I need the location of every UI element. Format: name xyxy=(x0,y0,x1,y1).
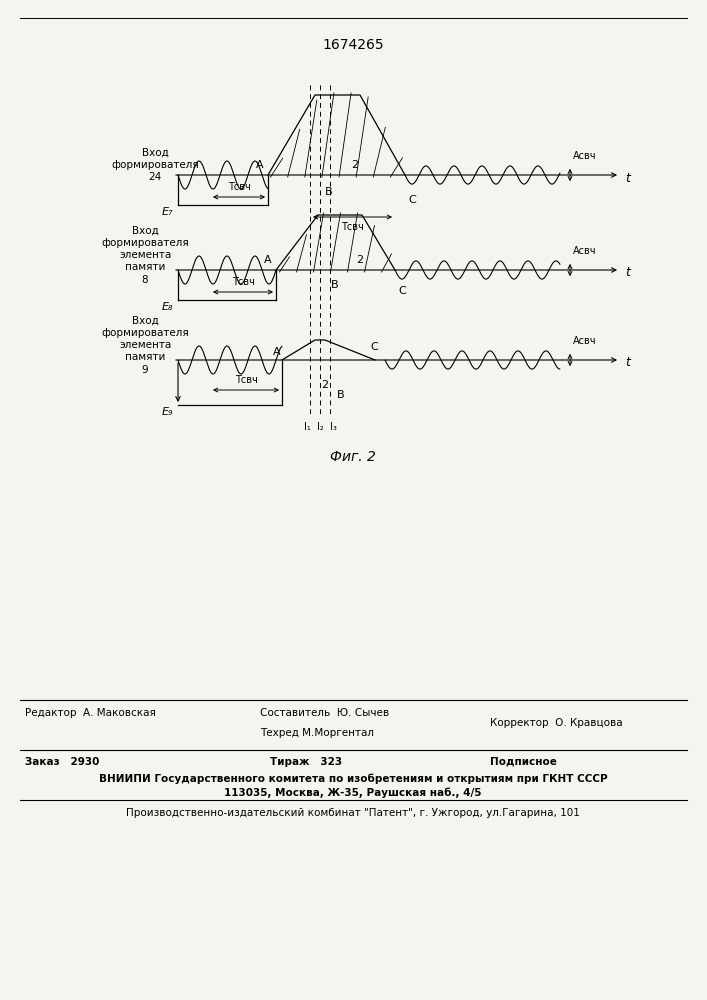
Text: E₉: E₉ xyxy=(161,407,173,417)
Text: Вход
формирователя
24: Вход формирователя 24 xyxy=(111,148,199,182)
Text: Составитель  Ю. Сычев: Составитель Ю. Сычев xyxy=(260,708,389,718)
Text: Производственно-издательский комбинат "Патент", г. Ужгород, ул.Гагарина, 101: Производственно-издательский комбинат "П… xyxy=(126,808,580,818)
Text: 1674265: 1674265 xyxy=(322,38,384,52)
Text: Корректор  О. Кравцова: Корректор О. Кравцова xyxy=(490,718,623,728)
Text: C: C xyxy=(398,286,406,296)
Text: Подписное: Подписное xyxy=(490,757,557,767)
Text: 2: 2 xyxy=(351,160,358,170)
Text: Тираж   323: Тираж 323 xyxy=(270,757,342,767)
Text: E₇: E₇ xyxy=(161,207,173,217)
Text: I₃: I₃ xyxy=(329,422,337,432)
Text: Тсвч: Тсвч xyxy=(341,222,364,232)
Text: A: A xyxy=(273,347,281,357)
Text: Вход
формирователя
элемента
памяти
9: Вход формирователя элемента памяти 9 xyxy=(101,315,189,375)
Text: Тсвч: Тсвч xyxy=(228,182,250,192)
Text: t: t xyxy=(625,266,630,279)
Text: t: t xyxy=(625,172,630,184)
Text: 2: 2 xyxy=(356,255,363,265)
Text: A: A xyxy=(264,255,271,265)
Text: Асвч: Асвч xyxy=(573,246,597,256)
Text: B: B xyxy=(325,187,332,197)
Text: Вход
формирователя
элемента
памяти
8: Вход формирователя элемента памяти 8 xyxy=(101,225,189,285)
Text: C: C xyxy=(408,195,416,205)
Text: Тсвч: Тсвч xyxy=(232,277,255,287)
Text: A: A xyxy=(256,160,264,170)
Text: Техред М.Моргентал: Техред М.Моргентал xyxy=(260,728,374,738)
Text: t: t xyxy=(625,357,630,369)
Text: Редактор  А. Маковская: Редактор А. Маковская xyxy=(25,708,156,718)
Text: B: B xyxy=(337,390,344,400)
Text: Заказ   2930: Заказ 2930 xyxy=(25,757,100,767)
Text: B: B xyxy=(331,280,339,290)
Text: E₈: E₈ xyxy=(161,302,173,312)
Text: Фиг. 2: Фиг. 2 xyxy=(330,450,376,464)
Text: ВНИИПИ Государственного комитета по изобретениям и открытиям при ГКНТ СССР: ВНИИПИ Государственного комитета по изоб… xyxy=(99,773,607,784)
Text: Асвч: Асвч xyxy=(573,336,597,346)
Text: C: C xyxy=(370,342,378,352)
Text: I₂: I₂ xyxy=(317,422,323,432)
Text: I₁: I₁ xyxy=(303,422,310,432)
Text: Асвч: Асвч xyxy=(573,151,597,161)
Text: Тсвч: Тсвч xyxy=(235,375,257,385)
Text: 113035, Москва, Ж-35, Раушская наб., 4/5: 113035, Москва, Ж-35, Раушская наб., 4/5 xyxy=(224,788,481,798)
Text: 2: 2 xyxy=(322,380,329,390)
